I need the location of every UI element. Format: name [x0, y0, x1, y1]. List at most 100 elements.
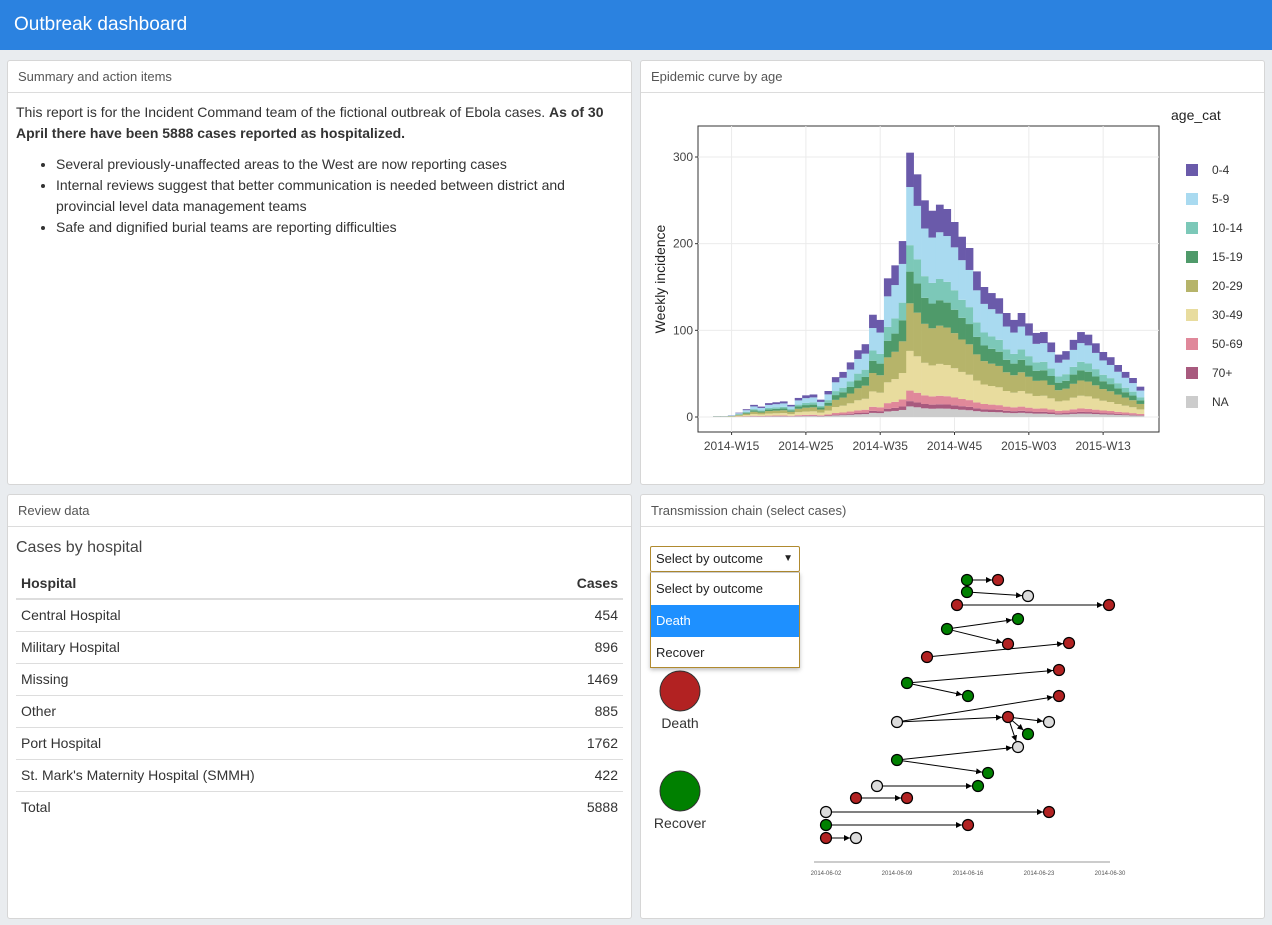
- transmission-network[interactable]: Death Recover 2014-06-02 2014-06-09 2014-06-…: [641, 528, 1264, 919]
- bar-segment: [1069, 349, 1078, 367]
- table-row: St. Mark's Maternity Hospital (SMMH) 422: [16, 759, 623, 792]
- bar-segment: [935, 300, 944, 326]
- bar-segment: [935, 363, 944, 396]
- bar-segment: [883, 382, 892, 404]
- bar-segment: [913, 259, 922, 284]
- case-node[interactable]: [961, 689, 975, 703]
- case-node[interactable]: [819, 831, 833, 845]
- bar-segment: [831, 413, 840, 415]
- case-node[interactable]: [1052, 689, 1066, 703]
- bar-segment: [765, 416, 773, 417]
- bar-segment: [1010, 332, 1018, 354]
- bar-segment: [787, 411, 796, 414]
- bar-segment: [898, 241, 907, 264]
- bar-segment: [779, 415, 788, 417]
- bar-segment: [1047, 412, 1056, 415]
- case-node[interactable]: [890, 715, 904, 729]
- bar-segment: [831, 407, 840, 414]
- hospital-cell: Military Hospital: [16, 631, 518, 664]
- bar-segment: [1114, 404, 1123, 412]
- case-node[interactable]: [1011, 740, 1025, 754]
- bar-segment: [1099, 381, 1108, 390]
- case-node[interactable]: [849, 791, 863, 805]
- case-node[interactable]: [1021, 589, 1035, 603]
- bar-segment: [735, 415, 744, 416]
- bar-segment: [995, 313, 1004, 340]
- case-node[interactable]: [1011, 612, 1025, 626]
- case-node[interactable]: [920, 650, 934, 664]
- bar-segment: [943, 396, 952, 405]
- bar-segment: [824, 410, 833, 415]
- case-node[interactable]: [819, 818, 833, 832]
- bar-segment: [824, 415, 833, 417]
- case-node[interactable]: [1001, 710, 1015, 724]
- chevron-down-icon: ▼: [783, 553, 793, 564]
- outcome-select[interactable]: Select by outcome ▼: [650, 546, 800, 572]
- bar-segment: [943, 365, 952, 397]
- case-node[interactable]: [1102, 598, 1116, 612]
- bar-segment: [898, 373, 907, 400]
- legend-swatch: [1186, 193, 1198, 205]
- bar-segment: [958, 317, 966, 340]
- bar-segment: [898, 409, 907, 417]
- bar-segment: [876, 413, 885, 417]
- case-node[interactable]: [960, 573, 974, 587]
- bar-segment: [809, 394, 818, 398]
- bar-segment: [1039, 343, 1048, 362]
- bar-segment: [921, 395, 929, 404]
- hospital-cell: Total: [21, 799, 51, 816]
- bar-segment: [913, 205, 922, 260]
- case-node[interactable]: [950, 598, 964, 612]
- case-node[interactable]: [940, 622, 954, 636]
- bar-segment: [839, 405, 848, 413]
- dropdown-option-recover[interactable]: Recover: [656, 645, 705, 660]
- bar-segment: [906, 390, 914, 402]
- case-node[interactable]: [960, 585, 974, 599]
- bar-segment: [876, 411, 885, 414]
- case-node[interactable]: [961, 818, 975, 832]
- case-node[interactable]: [890, 753, 904, 767]
- case-node[interactable]: [1062, 636, 1076, 650]
- bar-segment: [1062, 359, 1070, 375]
- column-header-cases: Cases: [517, 567, 623, 600]
- bar-segment: [950, 397, 959, 406]
- case-node[interactable]: [971, 779, 985, 793]
- bar-segment: [1114, 388, 1123, 395]
- case-node[interactable]: [1042, 805, 1056, 819]
- chain-edge: [932, 641, 1064, 657]
- bar-segment: [1039, 413, 1048, 417]
- bar-segment: [1039, 395, 1048, 409]
- case-node[interactable]: [1021, 727, 1035, 741]
- bar-segment: [772, 410, 781, 414]
- dropdown-option-death[interactable]: Death: [651, 605, 799, 637]
- bar-segment: [1084, 371, 1093, 382]
- case-node[interactable]: [870, 779, 884, 793]
- case-node[interactable]: [1001, 637, 1015, 651]
- bar-segment: [757, 411, 766, 413]
- bar-segment: [757, 414, 766, 416]
- chain-edge: [902, 745, 1013, 760]
- bar-segment: [898, 320, 907, 342]
- chain-edge: [972, 591, 1023, 599]
- bar-segment: [1114, 413, 1123, 415]
- case-node[interactable]: [991, 573, 1005, 587]
- bar-segment: [943, 408, 952, 417]
- bar-segment: [839, 377, 848, 388]
- dropdown-option-select[interactable]: Select by outcome: [656, 581, 763, 596]
- bar-segment: [1017, 410, 1026, 413]
- case-node[interactable]: [900, 791, 914, 805]
- bar-segment: [854, 412, 862, 415]
- bar-segment: [772, 408, 781, 411]
- case-node[interactable]: [849, 831, 863, 845]
- bar-segment: [1032, 362, 1041, 371]
- bar-segment: [1010, 392, 1018, 408]
- bar-segment: [876, 392, 885, 408]
- bar-segment: [1069, 409, 1078, 413]
- bar-segment: [802, 405, 810, 408]
- bar-segment: [787, 404, 796, 407]
- case-node[interactable]: [819, 805, 833, 819]
- case-node[interactable]: [1042, 715, 1056, 729]
- case-node[interactable]: [981, 766, 995, 780]
- case-node[interactable]: [1052, 663, 1066, 677]
- case-node[interactable]: [900, 676, 914, 690]
